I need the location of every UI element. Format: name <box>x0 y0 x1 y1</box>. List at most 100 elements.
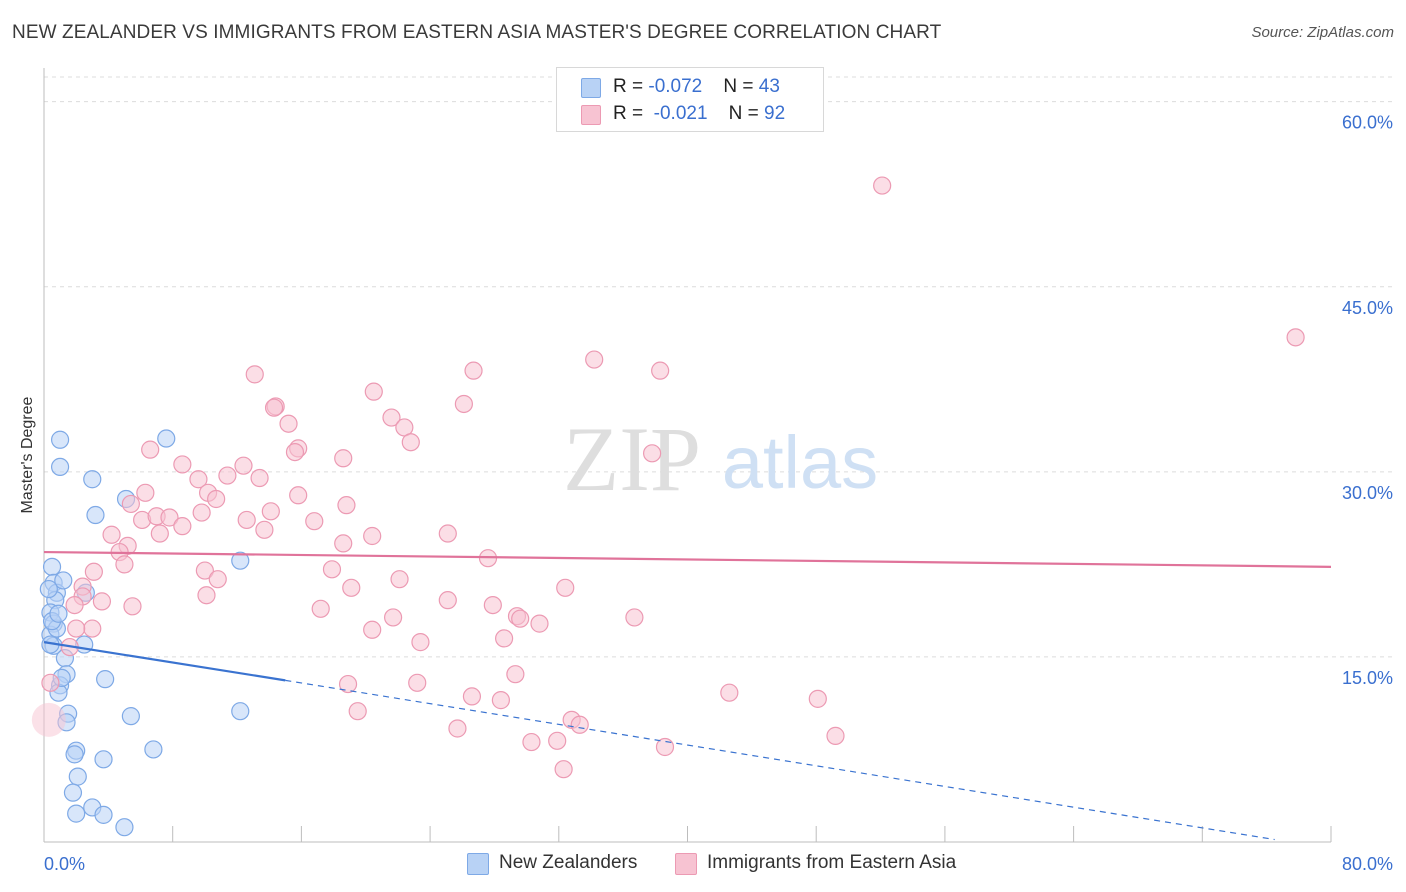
trend-line-new-zealanders <box>43 641 286 682</box>
data-point-immigrants-eastern-asia <box>530 614 549 633</box>
legend-r-label: R = <box>613 103 649 124</box>
data-point-immigrants-eastern-asia <box>67 619 86 638</box>
data-point-immigrants-eastern-asia <box>207 489 226 509</box>
data-point-immigrants-eastern-asia <box>237 510 256 530</box>
data-point-immigrants-eastern-asia <box>261 502 280 521</box>
x-tick-label: 0.0% <box>44 854 85 874</box>
data-point-immigrants-eastern-asia <box>363 526 382 546</box>
data-point-immigrants-eastern-asia <box>208 570 227 589</box>
data-point-immigrants-eastern-asia <box>448 719 467 738</box>
data-point-immigrants-eastern-asia <box>160 508 179 527</box>
data-point-immigrants-eastern-asia <box>873 176 892 195</box>
data-point-immigrants-eastern-asia <box>506 665 525 684</box>
data-point-immigrants-eastern-asia <box>438 591 457 610</box>
watermark: ZIP atlas <box>563 408 878 510</box>
x-tick-label: 80.0% <box>1342 854 1393 874</box>
data-point-immigrants-eastern-asia <box>136 483 155 502</box>
data-point-immigrants-eastern-asia <box>348 702 367 721</box>
data-point-immigrants-eastern-asia <box>279 414 298 433</box>
data-point-immigrants-eastern-asia <box>720 683 739 702</box>
legend-r-value: -0.021 <box>653 103 708 124</box>
data-point-immigrants-eastern-asia <box>245 365 264 384</box>
data-point-immigrants-eastern-asia <box>192 503 211 522</box>
trend-line-immigrants-eastern-asia <box>43 550 1332 568</box>
data-point-immigrants-eastern-asia <box>83 619 102 638</box>
y-tick-label: 45.0% <box>1342 298 1393 318</box>
data-point-immigrants-eastern-asia <box>625 608 644 627</box>
data-point-new-zealanders <box>157 429 176 448</box>
data-point-immigrants-eastern-asia <box>334 534 353 553</box>
grid-lines <box>44 76 1394 658</box>
legend-n-value: 92 <box>764 103 786 124</box>
data-point-new-zealanders <box>54 571 73 590</box>
axes <box>43 68 1332 843</box>
data-point-immigrants-eastern-asia <box>234 456 253 475</box>
trend-line-new-zealanders-extension <box>285 679 1275 841</box>
data-point-new-zealanders <box>50 430 70 449</box>
data-point-immigrants-eastern-asia <box>651 361 670 380</box>
data-point-immigrants-eastern-asia <box>655 737 675 757</box>
source-label: Source: ZipAtlas.com <box>1251 24 1394 41</box>
bottom-legend-label-pink: Immigrants from Eastern Asia <box>707 852 957 873</box>
data-point-immigrants-eastern-asia <box>84 562 103 581</box>
data-point-new-zealanders <box>68 767 87 786</box>
data-point-immigrants-eastern-asia <box>322 560 342 579</box>
data-point-immigrants-eastern-asia <box>41 673 60 692</box>
data-point-immigrants-eastern-asia <box>102 525 121 544</box>
legend-swatch-blue <box>581 78 601 98</box>
data-point-immigrants-eastern-asia <box>218 466 237 485</box>
data-point-new-zealanders <box>96 670 115 689</box>
data-point-new-zealanders <box>67 804 86 823</box>
data-point-immigrants-eastern-asia <box>826 726 845 745</box>
data-point-immigrants-eastern-asia <box>483 595 502 615</box>
data-point-immigrants-eastern-asia <box>121 494 140 514</box>
data-point-new-zealanders <box>39 579 58 599</box>
data-point-immigrants-eastern-asia <box>189 470 208 489</box>
data-point-new-zealanders <box>86 505 105 525</box>
data-point-immigrants-eastern-asia <box>334 449 353 468</box>
data-point-immigrants-eastern-asia <box>808 689 827 708</box>
data-point-immigrants-eastern-asia <box>173 455 192 474</box>
data-point-immigrants-eastern-asia <box>173 517 192 536</box>
data-point-immigrants-eastern-asia <box>390 570 409 589</box>
data-point-immigrants-eastern-asia <box>1286 328 1305 347</box>
legend-n-label: N = <box>728 103 765 124</box>
data-point-new-zealanders <box>115 818 134 837</box>
data-point-new-zealanders <box>63 783 83 802</box>
data-point-immigrants-eastern-asia <box>141 440 160 459</box>
data-point-immigrants-eastern-asia <box>511 609 530 628</box>
data-point-immigrants-eastern-asia <box>382 408 401 427</box>
data-point-immigrants-eastern-asia <box>195 561 214 580</box>
data-point-immigrants-eastern-asia <box>337 496 356 515</box>
data-point-immigrants-eastern-asia <box>364 382 383 401</box>
watermark-zip: ZIP <box>563 408 701 510</box>
data-point-new-zealanders <box>144 740 163 759</box>
data-point-immigrants-eastern-asia <box>556 578 575 597</box>
data-point-immigrants-eastern-asia <box>383 608 403 627</box>
legend-swatch-pink <box>581 105 601 125</box>
data-point-immigrants-eastern-asia <box>363 620 382 639</box>
data-point-immigrants-eastern-asia <box>150 524 169 543</box>
data-point-immigrants-eastern-asia <box>411 633 430 652</box>
data-point-immigrants-eastern-asia <box>643 444 662 463</box>
trend-lines <box>43 550 1332 841</box>
bottom-legend-swatch-pink <box>675 853 697 875</box>
data-point-immigrants-eastern-asia <box>491 691 510 710</box>
data-point-new-zealanders <box>231 551 250 570</box>
data-point-new-zealanders <box>94 750 113 769</box>
data-point-new-zealanders <box>83 470 102 489</box>
bottom-legend-swatch-blue <box>467 853 489 875</box>
tick-labels: 15.0% 30.0% 45.0% 60.0% 0.0% 80.0% <box>44 113 1393 874</box>
data-point-new-zealanders <box>65 745 84 764</box>
data-point-immigrants-eastern-asia <box>495 629 514 648</box>
bottom-legend-label-blue: New Zealanders <box>499 852 638 873</box>
data-point-new-zealanders <box>231 702 250 721</box>
data-point-immigrants-eastern-asia <box>522 732 541 752</box>
legend-r-label: R = <box>613 76 649 97</box>
data-point-immigrants-eastern-asia <box>115 555 134 574</box>
data-point-immigrants-eastern-asia <box>570 715 589 734</box>
legend-box: R = -0.072 N = 43 R = -0.021 N = 92 <box>556 67 824 132</box>
data-point-immigrants-eastern-asia <box>462 687 482 706</box>
data-point-new-zealanders <box>50 457 70 477</box>
data-point-immigrants-eastern-asia <box>401 433 420 452</box>
